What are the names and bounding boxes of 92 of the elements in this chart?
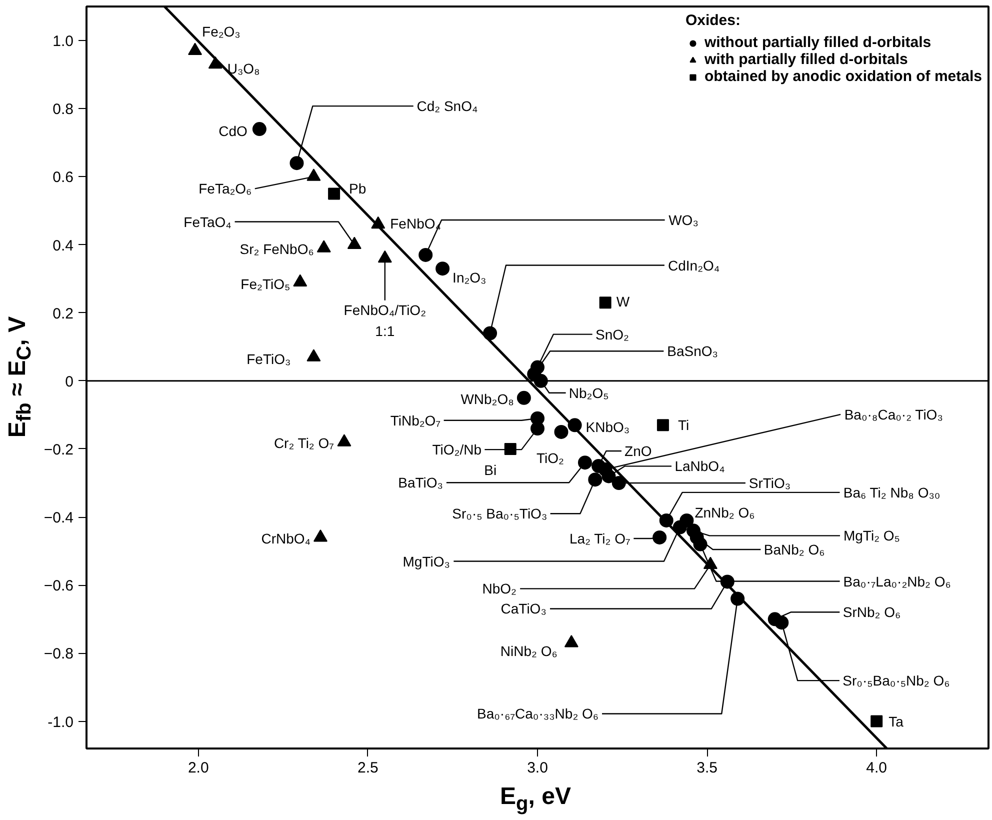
y-tick-label: −0.4 xyxy=(44,510,74,527)
annotation: La₂ Ti₂ O₇ xyxy=(570,530,631,546)
annotation: In₂O₃ xyxy=(452,270,486,286)
annotation: CdIn₂O₄ xyxy=(668,257,720,274)
annotation: W xyxy=(616,294,630,310)
y-tick-label: 0.4 xyxy=(52,237,74,254)
annotation: KNbO₃ xyxy=(586,419,630,436)
x-tick-label: 2.5 xyxy=(358,760,378,776)
annotation: Fe₂TiO₅ xyxy=(240,276,290,292)
y-tick-label: 1.0 xyxy=(52,33,74,50)
y-tick-label: 0.2 xyxy=(52,305,74,322)
annotation: FeNbO₄/TiO₂ 1:1 xyxy=(344,302,426,339)
annotation: Ba₀·₈Ca₀·₂ TiO₃ xyxy=(844,406,943,422)
annotation: SrTiO₃ xyxy=(748,475,791,492)
point xyxy=(252,122,266,136)
x-tick-label: 4.0 xyxy=(866,760,888,776)
x-axis-title: E$_{g}$, eV xyxy=(500,782,571,817)
point xyxy=(588,472,602,487)
annotation: WNb₂O₈ xyxy=(460,390,514,407)
point xyxy=(378,250,392,263)
annotation: CaTiO₃ xyxy=(500,600,546,617)
point xyxy=(347,236,362,250)
point xyxy=(316,240,331,252)
annotation: Ba₀·₆₇Ca₀·₃₃Nb₂ O₆ xyxy=(476,706,599,722)
annotation: Ta xyxy=(888,713,904,730)
point xyxy=(306,349,321,362)
annotation: Cd₂ SnO₄ xyxy=(416,98,478,114)
annotation: TiO₂ xyxy=(536,450,564,466)
annotation: CrNbO₄ xyxy=(261,530,311,546)
annotation: U₃O₈ xyxy=(227,60,260,76)
annotation: SnO₂ xyxy=(596,326,629,342)
point xyxy=(656,419,669,432)
annotation: Cr₂ Ti₂ O₇ xyxy=(274,435,334,452)
point xyxy=(436,262,450,276)
annotation: NbO₂ xyxy=(482,580,516,597)
annotation: WO₃ xyxy=(668,212,698,228)
point xyxy=(418,248,433,262)
y-tick-label: 0 xyxy=(65,373,74,390)
annotation: TiO₂/Nb xyxy=(432,442,482,458)
annotation: CdO xyxy=(218,123,248,140)
x-tick-label: 2.0 xyxy=(188,760,209,776)
annotation: MgTi₂ O₅ xyxy=(843,528,900,544)
annotation: Ti xyxy=(678,417,690,434)
annotation: ZnO xyxy=(624,442,652,459)
y-tick-label: 0.6 xyxy=(52,169,74,186)
annotation: FeTa₂O₆ xyxy=(198,180,252,197)
y-tick-label: 0.8 xyxy=(52,101,74,118)
point xyxy=(188,42,202,55)
point xyxy=(578,456,592,470)
point xyxy=(612,476,626,490)
point xyxy=(599,296,612,309)
point xyxy=(504,442,516,455)
point xyxy=(530,422,544,436)
annotation: Nb₂O₅ xyxy=(568,384,609,401)
annotation: FeTaO₄ xyxy=(184,214,232,230)
point xyxy=(328,188,340,200)
y-tick-label: −0.8 xyxy=(44,646,74,663)
legend-title: Oxides: xyxy=(685,12,742,29)
annotation: LaNbO₄ xyxy=(674,458,726,474)
y-tick-label: −0.6 xyxy=(44,578,74,595)
annotation: MgTiO₃ xyxy=(402,553,450,570)
annotation: SrNb₂ O₆ xyxy=(842,604,901,620)
annotation: NiNb₂ O₆ xyxy=(500,642,558,659)
x-tick-label: 3.5 xyxy=(696,760,718,776)
legend-label: without partially filled d-orbitals xyxy=(704,34,932,51)
point xyxy=(652,530,667,544)
annotation: BaTiO₃ xyxy=(398,474,443,491)
point xyxy=(293,274,308,286)
annotation: Pb xyxy=(349,180,366,197)
annotation: FeTiO₃ xyxy=(246,351,291,368)
y-tick-label: -1.0 xyxy=(48,714,74,731)
annotation: Ba₀·₇La₀·₂Nb₂ O₆ xyxy=(843,573,951,590)
point xyxy=(516,390,531,405)
annotation: Fe₂O₃ xyxy=(202,24,240,40)
annotation: ZnNb₂ O₆ xyxy=(694,504,755,520)
point xyxy=(870,715,883,728)
annotation: FeNbO₄ xyxy=(390,215,442,232)
point xyxy=(290,156,304,170)
x-tick-label: 3.0 xyxy=(527,760,548,776)
annotation: Bi xyxy=(484,462,497,478)
point xyxy=(554,424,568,439)
legend-label: obtained by anodic oxidation of metals xyxy=(704,68,982,85)
annotation: BaSnO₃ xyxy=(667,343,718,360)
annotation: TiNb₂O₇ xyxy=(390,412,441,428)
legend-label: with partially filled d-orbitals xyxy=(704,51,908,68)
annotation: Sr₀·₅Ba₀·₅Nb₂ O₆ xyxy=(842,672,950,689)
annotation: Sr₂ FeNbO₆ xyxy=(240,241,314,258)
annotation: BaNb₂ O₆ xyxy=(764,541,825,558)
y-tick-label: −0.2 xyxy=(44,441,74,458)
point xyxy=(306,168,321,181)
annotation: Sr₀·₅ Ba₀·₅TiO₃ xyxy=(452,506,548,522)
annotation: Ba₆ Ti₂ Nb₈ O₃₀ xyxy=(843,484,940,500)
